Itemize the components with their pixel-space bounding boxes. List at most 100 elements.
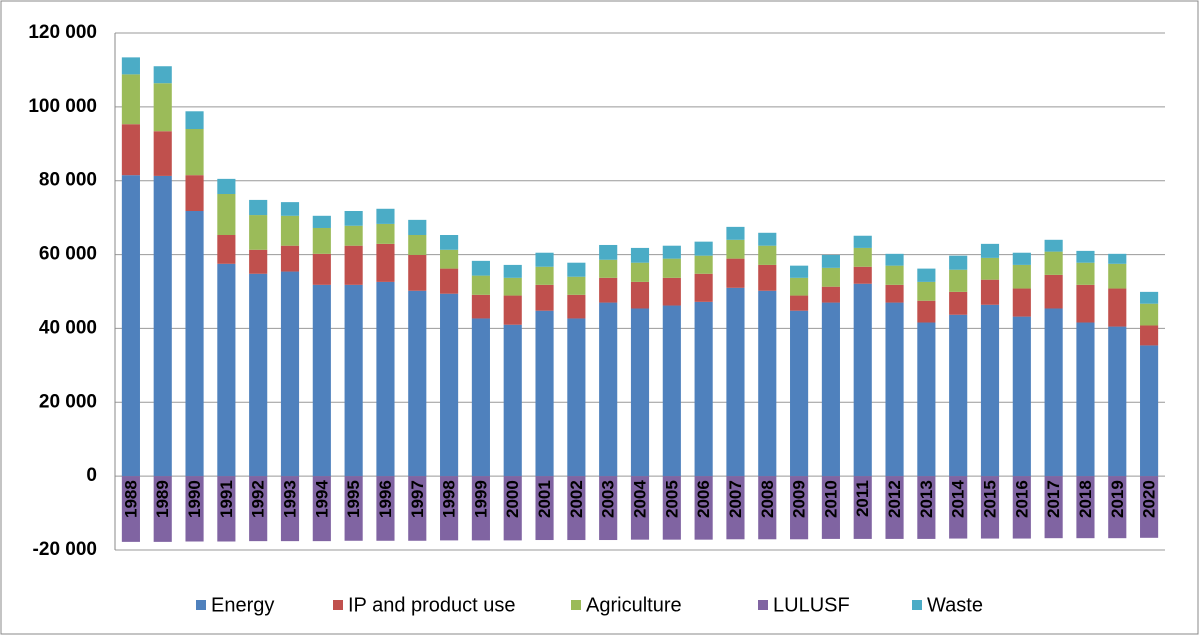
bar-segment [408,254,427,291]
x-tick-label: 2000 [503,480,522,518]
x-tick-label: 2016 [1012,480,1031,518]
bar-segment [853,476,872,539]
bar-segment [662,245,681,259]
bar-segment [885,476,904,539]
x-tick-label: 2008 [758,480,777,518]
bar-segment [1140,345,1159,477]
bar-segment [408,476,427,541]
bar-segment [567,276,586,295]
bar-segment [344,210,363,226]
x-tick-label: 2002 [567,480,586,518]
bar-segment [121,57,140,75]
bar-segment [630,262,650,282]
x-tick-label: 1989 [153,480,172,518]
bar-segment [376,208,395,224]
bar-segment [726,258,745,288]
bar-segment [917,300,936,323]
bar-segment [1044,274,1063,309]
bar-segment [312,476,331,542]
bar-segment [344,225,363,246]
bar-segment [344,284,363,477]
bar-segment [249,273,268,477]
bar-segment [1076,322,1095,477]
bar-segment [949,314,968,477]
bar-segment [630,247,650,263]
bar-segment [1140,303,1159,326]
legend-swatch [333,600,343,610]
bar-segment [853,235,872,248]
bar-segment [471,275,490,295]
y-tick-label: 120 000 [28,22,97,43]
bar-segment [185,111,204,130]
bar-segment [408,290,427,477]
bar-segment [535,310,554,477]
bar-segment [694,255,713,274]
bar-segment [821,267,840,287]
bar-segment [694,301,713,477]
bar-segment [408,234,427,255]
bar-segment [726,287,745,477]
bar-segment [249,249,268,274]
bar-segment [885,253,904,266]
bar-segment [1044,308,1063,477]
bar-segment [376,281,395,477]
x-tick-label: 2005 [662,480,681,518]
bar-segment [949,255,968,270]
y-tick-label: 40 000 [39,317,97,338]
bar-segment [917,281,936,301]
bar-segment [121,175,140,477]
y-tick-label: 60 000 [39,244,97,265]
y-tick-label: 80 000 [39,170,97,191]
bar-segment [758,232,777,246]
bar-segment [1076,284,1095,323]
bar-segment [344,476,363,541]
bar-segment [790,310,809,477]
bar-segment [535,284,554,311]
bar-segment [471,318,490,477]
x-tick-label: 2006 [694,480,713,518]
bar-segment [121,476,140,542]
bar-segment [503,264,522,278]
bar-segment [376,476,395,541]
bar-segment [599,277,618,303]
bar-segment [440,476,459,541]
x-tick-label: 2015 [980,480,999,518]
bar-segment [726,226,745,240]
bar-segment [185,476,204,542]
x-tick-label: 2004 [630,480,649,518]
bar-segment [917,476,936,539]
bar-segment [726,476,745,540]
bar-segment [1140,325,1159,346]
legend-label: Agriculture [586,594,682,616]
bar-segment [471,476,490,541]
y-tick-label: -20 000 [33,539,97,560]
bar-segment [599,244,618,260]
bar-segment [440,293,459,477]
bar-segment [599,259,618,278]
bar-segment [153,83,172,132]
bar-segment [1108,288,1127,327]
bar-segment [312,253,331,285]
bar-segment [885,302,904,477]
bar-segment [471,260,490,276]
bar-segment [980,476,1000,539]
bar-segment [694,241,713,256]
bar-segment [503,476,522,541]
bar-segment [153,131,172,176]
bar-segment [280,215,300,246]
bar-segment [185,175,204,211]
bar-segment [1044,251,1063,275]
bar-segment [440,249,459,269]
bar-segment [376,223,395,244]
bar-segment [1012,476,1031,539]
bar-segment [1140,291,1159,304]
bar-segment [853,247,872,267]
x-tick-label: 2001 [535,480,554,518]
bar-segment [121,74,140,125]
legend-swatch [758,600,768,610]
bar-segment [121,124,140,176]
bar-segment [726,239,745,259]
bar-segment [471,294,490,319]
x-tick-label: 1995 [344,480,363,518]
